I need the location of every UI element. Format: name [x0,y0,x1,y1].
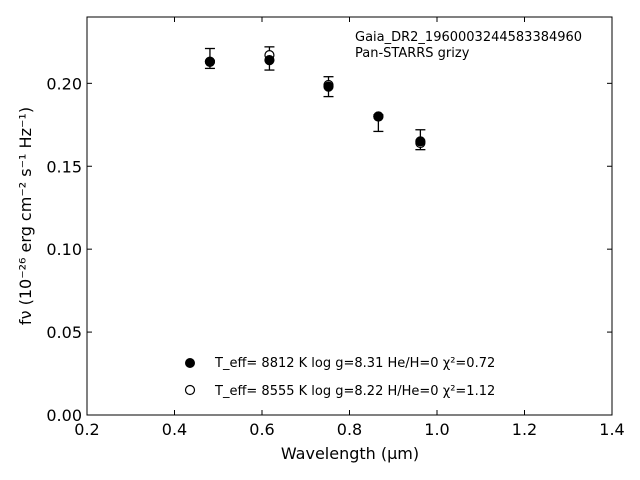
y-tick-label: 0.05 [46,323,82,342]
legend-marker-filled [185,358,195,368]
x-tick-label: 0.4 [162,420,187,439]
y-tick-label: 0.15 [46,157,82,176]
legend: T_eff= 8812 K log g=8.31 He/H=0 χ²=0.72 … [184,356,495,399]
annotation-photometry: Pan-STARRS grizy [355,46,470,61]
y-tick-label: 0.00 [46,406,82,425]
x-tick-label: 0.6 [249,420,274,439]
filled-marker-point [323,81,334,92]
data-points [204,50,426,149]
x-axis: 0.2 0.4 0.6 0.8 1.0 1.2 1.4 [74,17,625,439]
x-tick-label: 0.8 [337,420,362,439]
y-axis: 0.00 0.05 0.10 0.15 0.20 [46,74,612,425]
x-tick-label: 0.2 [74,420,99,439]
annotation-object-id: Gaia_DR2_1960003244583384960 [355,30,582,45]
plot-area [86,16,613,416]
filled-marker-point [373,111,384,122]
legend-label-filled: T_eff= 8812 K log g=8.31 He/H=0 χ²=0.72 [214,356,495,371]
legend-marker-open [184,384,196,396]
x-axis-label: Wavelength (μm) [281,444,419,463]
filled-marker-point [204,56,216,67]
y-tick-label: 0.20 [46,74,82,93]
x-tick-label: 1.2 [512,420,537,439]
y-axis-label: fν (10⁻²⁶ erg cm⁻² s⁻¹ Hz⁻¹) [16,107,35,325]
x-tick-label: 1.4 [599,420,624,439]
y-tick-label: 0.10 [46,240,82,259]
legend-label-open: T_eff= 8555 K log g=8.22 H/He=0 χ²=1.12 [214,384,495,399]
x-tick-label: 1.0 [424,420,449,439]
filled-marker-point [264,55,275,66]
filled-marker-point [415,136,426,147]
